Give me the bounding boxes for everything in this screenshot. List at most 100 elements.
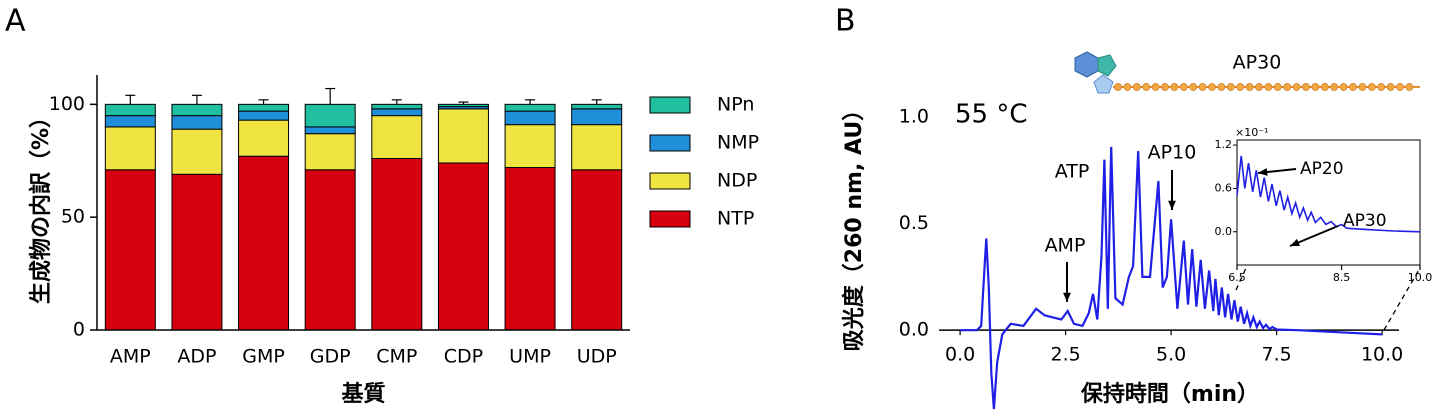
legend-label: NMP [717, 132, 759, 154]
nucleotide-chain [1114, 83, 1414, 91]
chain-dot [1226, 83, 1235, 91]
chain-dot [1198, 83, 1207, 91]
chain-dot [1114, 83, 1122, 91]
annotation: AP30 [1343, 211, 1387, 231]
legend-swatch [649, 134, 691, 152]
legend-swatch [649, 96, 691, 114]
legend-label: NPn [717, 94, 754, 116]
y-tick-label: 1.2 [1215, 138, 1233, 151]
x-axis-label: 基質 [341, 382, 385, 407]
x-tick-label: ADP [177, 346, 216, 368]
chain-dot [1330, 83, 1339, 91]
x-tick-label: CDP [444, 346, 483, 368]
chain-dot [1386, 83, 1395, 91]
legend-swatch [649, 210, 691, 228]
bar-segment [238, 155, 290, 331]
bar-segment [104, 103, 156, 117]
chain-dot [1396, 83, 1404, 91]
x-tick-label: GMP [242, 346, 285, 368]
chain-dot [1292, 83, 1301, 91]
chain-dot [1358, 83, 1367, 91]
bar-segment [304, 133, 356, 171]
chain-dot [1132, 83, 1141, 91]
bar-segment [304, 169, 356, 331]
annotation: AMP [1045, 235, 1086, 257]
bar-segment [304, 103, 356, 128]
bar-segment [171, 103, 223, 117]
chain-dot [1311, 83, 1320, 91]
inset-connector [1235, 267, 1247, 291]
bar-segment [238, 103, 290, 112]
x-tick-label: CMP [376, 346, 417, 368]
bar-segment [171, 128, 223, 175]
bar-segment [504, 110, 556, 126]
bar-segment [571, 103, 623, 110]
bar-segment [371, 103, 423, 110]
chain-dot [1170, 83, 1179, 91]
y-tick-label: 50 [61, 206, 85, 228]
bar-segment [104, 126, 156, 171]
y-tick-label: 0.6 [1215, 181, 1233, 194]
x-tick-label: 10.0 [1408, 271, 1433, 284]
chain-dot [1208, 83, 1216, 91]
x-tick-label: UMP [509, 346, 551, 368]
legend-label: NDP [717, 170, 757, 192]
x-tick-label: 2.5 [1050, 344, 1080, 366]
chain-dot [1255, 83, 1263, 91]
arrow-head [1258, 168, 1268, 176]
bar-segment [238, 119, 290, 157]
annotation: ATP [1055, 161, 1090, 183]
legend-swatch [649, 172, 691, 190]
chain-dot [1264, 83, 1273, 91]
x-tick-label: AMP [110, 346, 151, 368]
x-tick-label: 5.0 [1156, 344, 1186, 366]
chain-dot [1217, 83, 1226, 91]
annotation: 55 °C [955, 100, 1028, 130]
bar-segment [571, 108, 623, 126]
panel-label: B [835, 4, 856, 39]
chain-dot [1189, 83, 1198, 91]
bar-segment [504, 103, 556, 112]
y-tick-label: 0.0 [899, 319, 929, 341]
chain-dot [1161, 83, 1169, 91]
bar-segment [437, 103, 489, 108]
bar-segment [371, 108, 423, 117]
bar-segment [437, 162, 489, 331]
bar-segment [504, 124, 556, 169]
bar-segment [571, 124, 623, 171]
y-tick-label: 0.0 [1215, 225, 1233, 238]
y-multiplier: ×10⁻¹ [1235, 126, 1268, 139]
bar-segment [371, 157, 423, 331]
y-axis-label: 吸光度（260 nm, AU） [841, 99, 867, 351]
chain-dot [1142, 83, 1151, 91]
bar-segment [104, 115, 156, 128]
panel-label: A [5, 4, 26, 39]
axes [96, 75, 630, 331]
chain-dot [1377, 83, 1386, 91]
bar-segment [571, 169, 623, 331]
annotation: AP10 [1148, 142, 1197, 164]
bar-segment [171, 173, 223, 331]
x-tick-label: UDP [577, 346, 617, 368]
legend-label: NTP [717, 208, 754, 230]
x-tick-label: 0.0 [945, 344, 975, 366]
chain-dot [1349, 83, 1357, 91]
bar-segment [171, 115, 223, 130]
y-tick-label: 0.5 [899, 212, 929, 234]
bar-segment [304, 126, 356, 135]
bar-segment [238, 110, 290, 121]
arrow-head [1063, 292, 1071, 302]
inset-frame [1236, 139, 1421, 266]
annotation: AP20 [1300, 159, 1344, 179]
y-tick-label: 1.0 [899, 106, 929, 128]
chromatogram-line [960, 146, 1383, 410]
x-tick-label: 10.0 [1361, 344, 1403, 366]
x-tick-label: 8.5 [1333, 271, 1351, 284]
chain-dot [1283, 83, 1292, 91]
chromatogram-line [1236, 155, 1421, 233]
chain-dot [1179, 83, 1188, 91]
x-tick-label: 7.5 [1262, 344, 1292, 366]
arrow-head [1168, 200, 1176, 210]
y-tick-label: 100 [49, 93, 85, 115]
